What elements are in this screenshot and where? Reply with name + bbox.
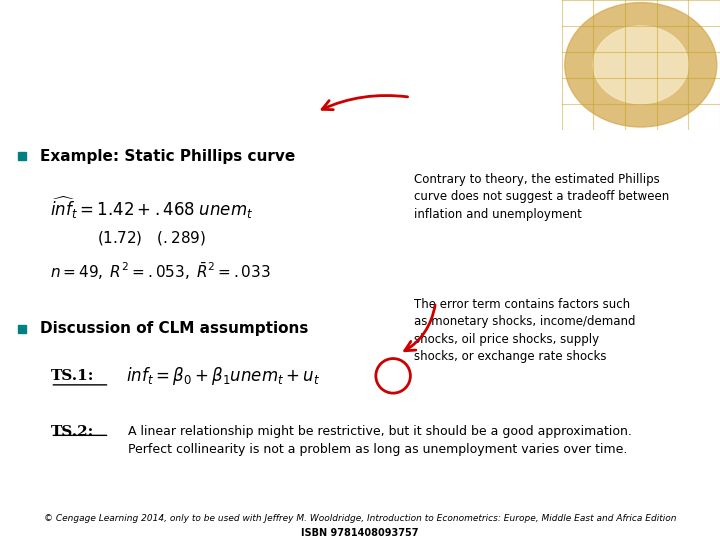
Text: Discussion of CLM assumptions: Discussion of CLM assumptions (40, 321, 308, 336)
Text: ISBN 9781408093757: ISBN 9781408093757 (301, 529, 419, 538)
Text: $\widehat{inf}_t = 1.42 + .468\; unem_t$: $\widehat{inf}_t = 1.42 + .468\; unem_t$ (50, 194, 253, 221)
Text: Contrary to theory, the estimated Phillips
curve does not suggest a tradeoff bet: Contrary to theory, the estimated Philli… (414, 173, 670, 221)
Text: Analyzing Time Series:: Analyzing Time Series: (18, 36, 429, 68)
Text: $inf_t = \beta_0 + \beta_1 unem_t + u_t$: $inf_t = \beta_0 + \beta_1 unem_t + u_t$ (126, 365, 320, 387)
Text: TS.1:: TS.1: (50, 369, 94, 383)
Circle shape (564, 3, 717, 127)
Text: Basic Regression Analysis: Basic Regression Analysis (18, 88, 485, 119)
Text: TS.2:: TS.2: (50, 425, 94, 439)
Text: © Cengage Learning 2014, only to be used with Jeffrey M. Wooldridge, Introductio: © Cengage Learning 2014, only to be used… (44, 514, 676, 523)
Text: The error term contains factors such
as monetary shocks, income/demand
shocks, o: The error term contains factors such as … (414, 298, 636, 363)
Text: $n = 49,\; R^2 = .053,\; \bar{R}^2 = .033$: $n = 49,\; R^2 = .053,\; \bar{R}^2 = .03… (50, 261, 271, 282)
Text: A linear relationship might be restrictive, but it should be a good approximatio: A linear relationship might be restricti… (128, 425, 632, 456)
Text: Example: Static Phillips curve: Example: Static Phillips curve (40, 149, 295, 164)
Circle shape (593, 26, 688, 104)
Text: $(1.72) \quad (.289)$: $(1.72) \quad (.289)$ (97, 228, 206, 247)
